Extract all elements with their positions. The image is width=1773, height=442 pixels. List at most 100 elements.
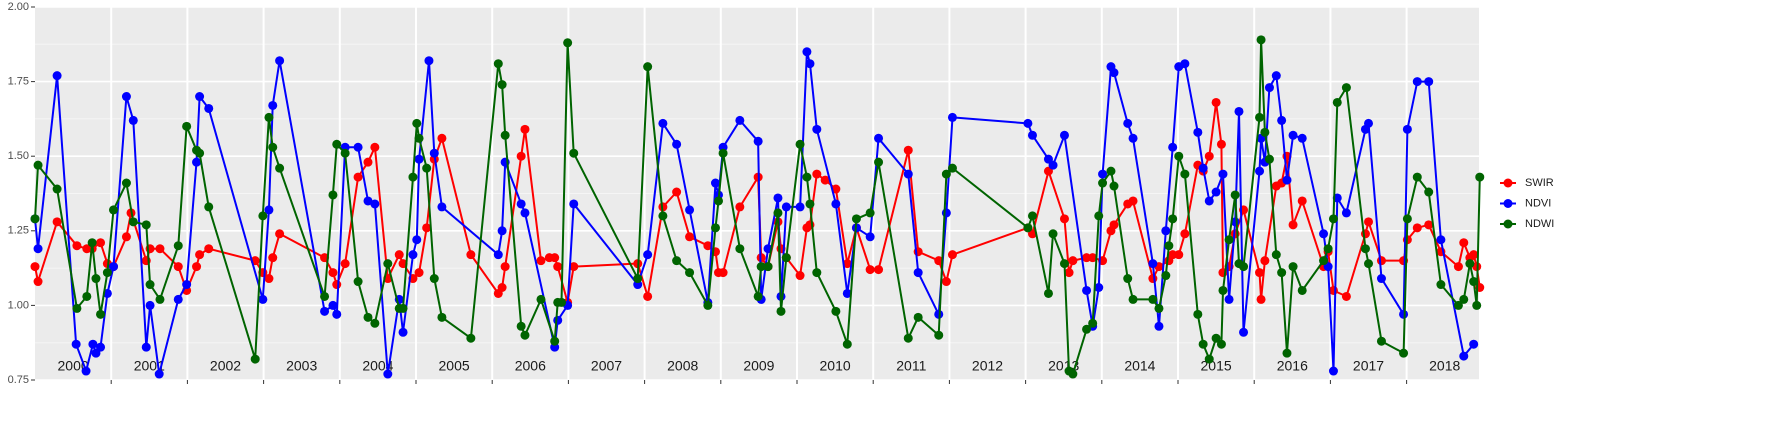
data-point (1088, 318, 1098, 328)
data-point (1412, 77, 1422, 87)
data-point (1277, 115, 1287, 125)
data-point (353, 142, 363, 152)
data-point (735, 115, 745, 125)
data-point (703, 241, 713, 251)
data-point (1469, 250, 1479, 260)
data-point (173, 262, 183, 272)
data-point (145, 280, 155, 290)
data-point (1402, 124, 1412, 134)
data-point (1098, 178, 1108, 188)
data-point (258, 294, 268, 304)
data-point (1193, 309, 1203, 319)
data-point (1211, 333, 1221, 343)
data-point (52, 217, 62, 227)
data-point (1059, 214, 1069, 224)
data-point (1161, 271, 1171, 281)
series-line (34, 101, 1481, 304)
data-point (497, 80, 507, 90)
data-point (658, 118, 668, 128)
data-point (1216, 339, 1226, 349)
data-point (383, 369, 393, 379)
data-point (1436, 235, 1446, 245)
data-point (1319, 256, 1329, 266)
data-point (1193, 127, 1203, 137)
data-point (192, 262, 202, 272)
data-point (1216, 139, 1226, 149)
data-point (1059, 130, 1069, 140)
data-point (812, 169, 822, 179)
data-point (805, 59, 815, 69)
data-point (1271, 250, 1281, 260)
data-point (1399, 348, 1409, 358)
data-point (1364, 259, 1374, 269)
data-point (1323, 244, 1333, 254)
data-point (1094, 211, 1104, 221)
data-point (1148, 274, 1158, 284)
data-point (913, 312, 923, 322)
data-point (1424, 77, 1434, 87)
data-point (643, 250, 653, 260)
data-point (398, 327, 408, 337)
data-point (1174, 250, 1184, 260)
data-point (516, 151, 526, 161)
data-point (643, 291, 653, 301)
data-point (1475, 172, 1485, 182)
data-point (773, 208, 783, 218)
data-point (1472, 300, 1482, 310)
data-point (383, 259, 393, 269)
data-point (33, 160, 43, 170)
data-point (1098, 169, 1108, 179)
data-point (1465, 259, 1475, 269)
data-point (72, 303, 82, 313)
y-tick-label: 1.25 (8, 225, 29, 237)
data-point (87, 238, 97, 248)
y-tick-label: 2.00 (8, 1, 29, 13)
data-point (735, 244, 745, 254)
data-point (913, 268, 923, 278)
data-point (370, 142, 380, 152)
data-point (500, 130, 510, 140)
data-point (1469, 277, 1479, 287)
data-point (1068, 369, 1078, 379)
data-point (108, 262, 118, 272)
data-point (718, 268, 728, 278)
year-label: 2002 (210, 358, 241, 374)
data-point (182, 280, 192, 290)
data-point (414, 268, 424, 278)
data-point (328, 268, 338, 278)
data-point (934, 330, 944, 340)
data-point (520, 330, 530, 340)
data-point (195, 250, 205, 260)
data-point (121, 178, 131, 188)
data-point (672, 139, 682, 149)
data-point (1198, 163, 1208, 173)
data-point (735, 202, 745, 212)
data-point (71, 339, 81, 349)
data-point (1424, 187, 1434, 197)
data-point (941, 169, 951, 179)
data-point (874, 265, 884, 275)
data-point (141, 342, 151, 352)
data-point (710, 178, 720, 188)
data-point (865, 265, 875, 275)
data-point (320, 291, 330, 301)
data-point (941, 208, 951, 218)
data-point (1128, 294, 1138, 304)
data-point (128, 217, 138, 227)
data-point (763, 262, 773, 272)
data-point (1288, 262, 1298, 272)
data-point (466, 333, 476, 343)
data-point (633, 274, 643, 284)
y-tick-label: 0.75 (8, 374, 29, 386)
year-label: 2008 (667, 358, 698, 374)
data-point (795, 202, 805, 212)
data-point (1088, 253, 1098, 263)
data-point (121, 92, 131, 102)
data-point (328, 300, 338, 310)
data-point (536, 294, 546, 304)
data-point (1218, 169, 1228, 179)
data-point (437, 133, 447, 143)
data-point (121, 232, 131, 242)
data-point (1402, 214, 1412, 224)
data-point (851, 214, 861, 224)
